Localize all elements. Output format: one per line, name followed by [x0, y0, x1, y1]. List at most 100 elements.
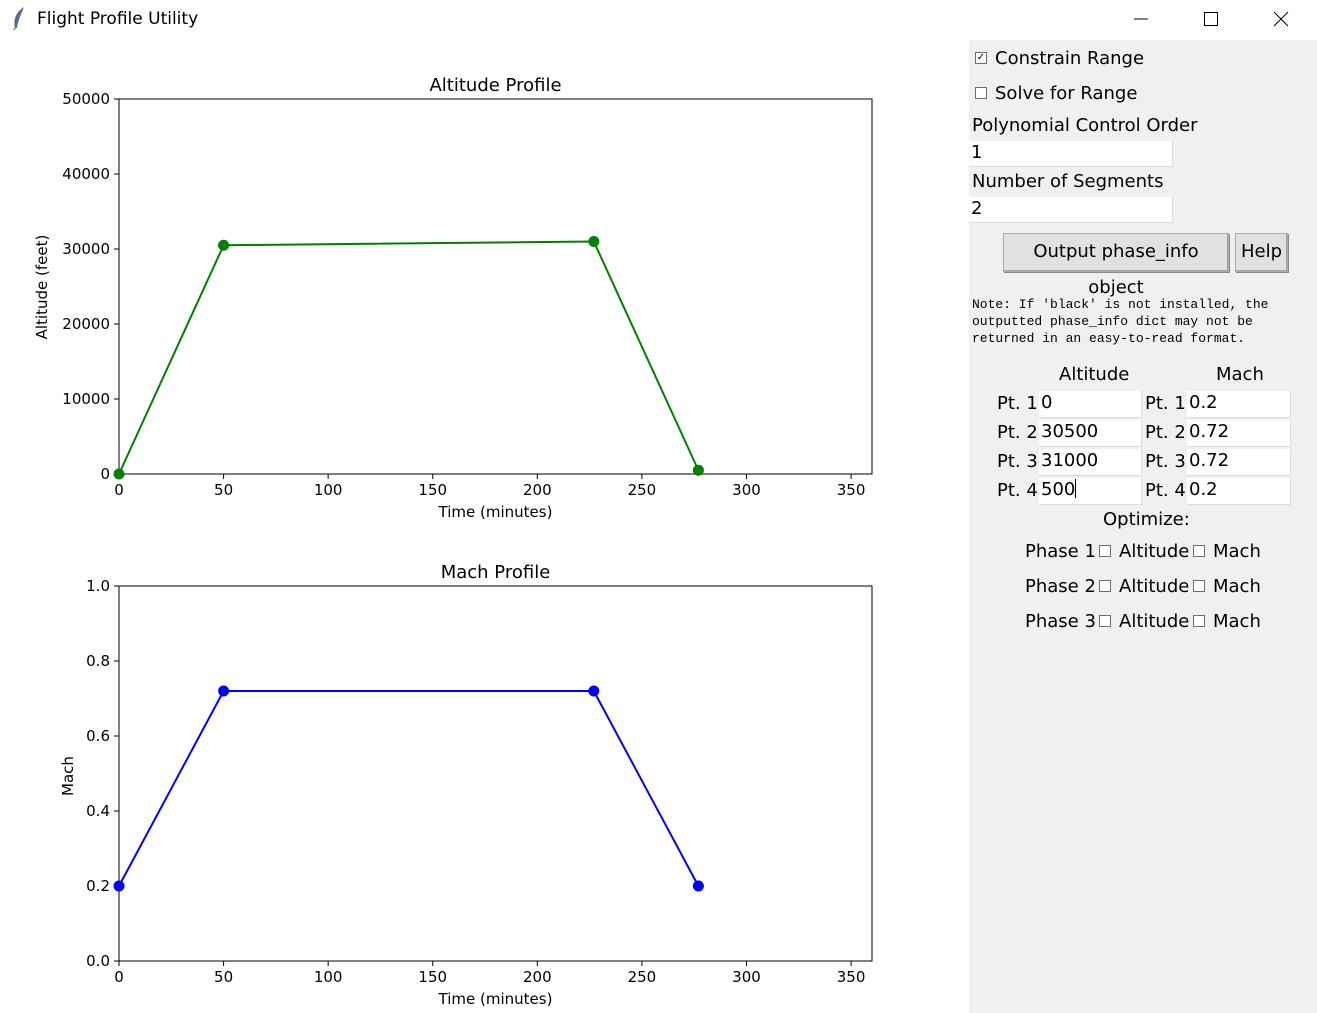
maximize-icon — [1204, 12, 1218, 26]
window-title: Flight Profile Utility — [37, 9, 199, 29]
minimize-icon — [1134, 18, 1148, 20]
phase1-altitude-checkbox[interactable] — [1099, 545, 1111, 557]
output-phase-info-button[interactable]: Output phase_info object — [1003, 233, 1229, 298]
poly-order-input[interactable]: 1 — [969, 141, 1173, 167]
x-tick-label: 50 — [214, 481, 233, 499]
close-icon — [1273, 11, 1289, 27]
phase3-mach-label[interactable]: Mach — [1213, 611, 1261, 632]
phase2-altitude-checkbox[interactable] — [1099, 580, 1111, 592]
x-tick-label: 250 — [628, 481, 657, 499]
point-label: Pt. 3 — [1145, 451, 1186, 472]
altitude-pt3-input[interactable]: 31000 — [1039, 449, 1142, 476]
y-tick-label: 30000 — [62, 240, 110, 258]
phase1-mach-checkbox[interactable] — [1193, 545, 1205, 557]
altitude-pt4-input[interactable]: 500 — [1039, 478, 1142, 505]
y-tick-label: 0 — [100, 465, 110, 483]
data-point — [692, 464, 704, 476]
y-tick-label: 0.2 — [86, 877, 110, 895]
x-tick-label: 50 — [214, 968, 233, 986]
x-tick-label: 350 — [837, 968, 866, 986]
point-label: Pt. 1 — [997, 393, 1038, 414]
chart-title: Altitude Profile — [429, 75, 561, 96]
phase2-mach-checkbox[interactable] — [1193, 580, 1205, 592]
x-tick-label: 150 — [418, 481, 447, 499]
phase2-mach-label[interactable]: Mach — [1213, 576, 1261, 597]
phase1-mach-label[interactable]: Mach — [1213, 541, 1261, 562]
plot-canvas[interactable]: Altitude Profile 0 50 100 150 200 250 300 350 0 10… — [0, 40, 969, 1013]
altitude-pt4-value: 500 — [1041, 479, 1076, 500]
altitude-pt2-input[interactable]: 30500 — [1039, 420, 1142, 447]
point-label: Pt. 4 — [1145, 480, 1186, 501]
mach-pt1-input[interactable]: 0.2 — [1187, 391, 1291, 418]
point-label: Pt. 4 — [997, 480, 1038, 501]
mach-pt2-input[interactable]: 0.72 — [1187, 420, 1291, 447]
data-point — [588, 236, 600, 247]
maximize-button[interactable] — [1176, 0, 1246, 38]
point-label: Pt. 2 — [1145, 422, 1186, 443]
y-tick-label: 0.0 — [86, 952, 110, 970]
x-tick-label: 200 — [523, 968, 552, 986]
close-button[interactable] — [1246, 0, 1316, 38]
title-bar: Flight Profile Utility — [0, 0, 1317, 40]
data-point — [218, 239, 230, 251]
x-tick-label: 100 — [314, 481, 343, 499]
y-tick-label: 20000 — [62, 315, 110, 333]
solve-for-range-label[interactable]: Solve for Range — [995, 83, 1138, 104]
series-line — [118, 240, 700, 475]
phase-label: Phase 3 — [1025, 611, 1096, 632]
constrain-range-label[interactable]: Constrain Range — [995, 48, 1145, 69]
phase3-altitude-label[interactable]: Altitude — [1119, 611, 1190, 632]
plot-frame — [118, 98, 873, 475]
optimize-label: Optimize: — [1103, 509, 1190, 530]
num-segments-label: Number of Segments — [972, 171, 1164, 192]
x-tick-label: 150 — [418, 968, 447, 986]
x-axis-label: Time (minutes) — [438, 503, 553, 521]
y-tick-label: 1.0 — [86, 577, 110, 595]
x-axis-label: Time (minutes) — [438, 990, 553, 1008]
phase-label: Phase 2 — [1025, 576, 1096, 597]
y-axis-label: Mach — [59, 756, 77, 796]
mach-pt4-input[interactable]: 0.2 — [1187, 478, 1291, 505]
point-label: Pt. 1 — [1145, 393, 1186, 414]
data-point — [218, 685, 230, 697]
solve-for-range-checkbox[interactable] — [975, 87, 987, 99]
y-tick-label: 0.4 — [86, 802, 110, 820]
y-tick-label: 0.6 — [86, 727, 110, 745]
phase1-altitude-label[interactable]: Altitude — [1119, 541, 1190, 562]
data-point — [113, 880, 125, 892]
y-tick-label: 0.8 — [86, 652, 110, 670]
mach-pt3-input[interactable]: 0.72 — [1187, 449, 1291, 476]
phase2-altitude-label[interactable]: Altitude — [1119, 576, 1190, 597]
plot-frame — [118, 585, 873, 962]
y-tick-label: 10000 — [62, 390, 110, 408]
mach-column-header: Mach — [1216, 364, 1264, 385]
data-point — [588, 685, 600, 697]
note-text: Note: If 'black' is not installed, the o… — [972, 297, 1269, 346]
x-tick-label: 300 — [732, 481, 761, 499]
minimize-button[interactable] — [1106, 0, 1176, 38]
data-point — [113, 468, 125, 480]
altitude-column-header: Altitude — [1059, 364, 1130, 385]
altitude-pt1-input[interactable]: 0 — [1039, 391, 1142, 418]
x-tick-label: 0 — [114, 968, 124, 986]
phase-label: Phase 1 — [1025, 541, 1096, 562]
altitude-chart[interactable]: Altitude Profile 0 50 100 150 200 250 300 350 0 10… — [33, 75, 873, 521]
chart-title: Mach Profile — [441, 562, 551, 583]
x-tick-label: 0 — [114, 481, 124, 499]
x-tick-label: 200 — [523, 481, 552, 499]
help-button[interactable]: Help — [1235, 233, 1288, 272]
point-label: Pt. 2 — [997, 422, 1038, 443]
series-line — [118, 690, 700, 887]
point-label: Pt. 3 — [997, 451, 1038, 472]
y-axis-label: Altitude (feet) — [33, 235, 51, 340]
x-tick-label: 100 — [314, 968, 343, 986]
phase3-mach-checkbox[interactable] — [1193, 615, 1205, 627]
mach-chart[interactable]: Mach Profile 0 50 100 150 200 250 300 350 0.0 0.2 0… — [59, 562, 873, 1008]
data-point — [692, 880, 704, 892]
text-cursor — [1075, 479, 1077, 498]
num-segments-input[interactable]: 2 — [969, 197, 1173, 223]
x-tick-label: 300 — [732, 968, 761, 986]
control-panel: ✓ Constrain Range Solve for Range Polyno… — [969, 40, 1317, 1013]
phase3-altitude-checkbox[interactable] — [1099, 615, 1111, 627]
constrain-range-checkbox[interactable]: ✓ — [975, 52, 987, 64]
